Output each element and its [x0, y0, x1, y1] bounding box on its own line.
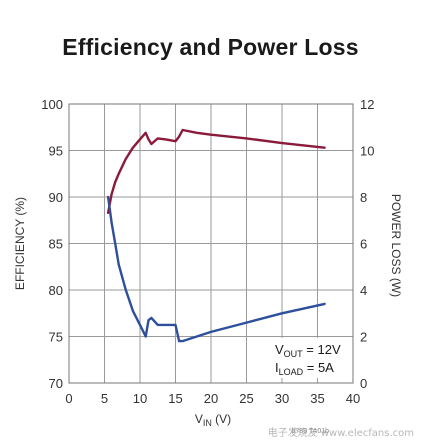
y2-tick-label: 8 — [360, 190, 367, 205]
watermark: 电子发烧友 www.elecfans.com — [268, 426, 414, 439]
y-tick-label: 70 — [49, 376, 63, 391]
x-tick-label: 0 — [65, 391, 72, 406]
chart-title: Efficiency and Power Loss — [62, 34, 359, 60]
x-tick-label: 30 — [275, 391, 289, 406]
iload-annotation: ILOAD = 5A — [275, 360, 334, 377]
vout-annotation: VOUT = 12V — [275, 342, 341, 359]
x-tick-label: 35 — [310, 391, 324, 406]
y-tick-label: 100 — [41, 97, 63, 112]
y-axis-label: EFFICIENCY (%) — [13, 197, 27, 290]
y2-tick-label: 0 — [360, 376, 367, 391]
y2-tick-label: 12 — [360, 97, 374, 112]
y-tick-label: 95 — [49, 144, 63, 159]
x-tick-label: 40 — [346, 391, 360, 406]
efficiency-line — [106, 128, 326, 215]
x-tick-label: 5 — [101, 391, 108, 406]
y2-tick-label: 2 — [360, 330, 367, 345]
power-loss-line — [106, 195, 326, 343]
y-tick-label: 80 — [49, 283, 63, 298]
y2-tick-label: 10 — [360, 144, 374, 159]
y-tick-label: 90 — [49, 190, 63, 205]
y-tick-label: 85 — [49, 237, 63, 252]
x-tick-label: 20 — [204, 391, 218, 406]
plot-frame — [68, 103, 354, 384]
x-axis-label: VIN (V) — [195, 412, 231, 428]
x-tick-label: 25 — [239, 391, 253, 406]
y2-tick-label: 4 — [360, 283, 367, 298]
y2-tick-label: 6 — [360, 237, 367, 252]
annotation-background — [270, 338, 350, 378]
x-tick-label: 10 — [133, 391, 147, 406]
y2-axis-label: POWER LOSS (W) — [389, 194, 403, 297]
x-tick-label: 15 — [168, 391, 182, 406]
y-tick-label: 75 — [49, 330, 63, 345]
part-code: 8789 TA01b — [292, 428, 330, 435]
